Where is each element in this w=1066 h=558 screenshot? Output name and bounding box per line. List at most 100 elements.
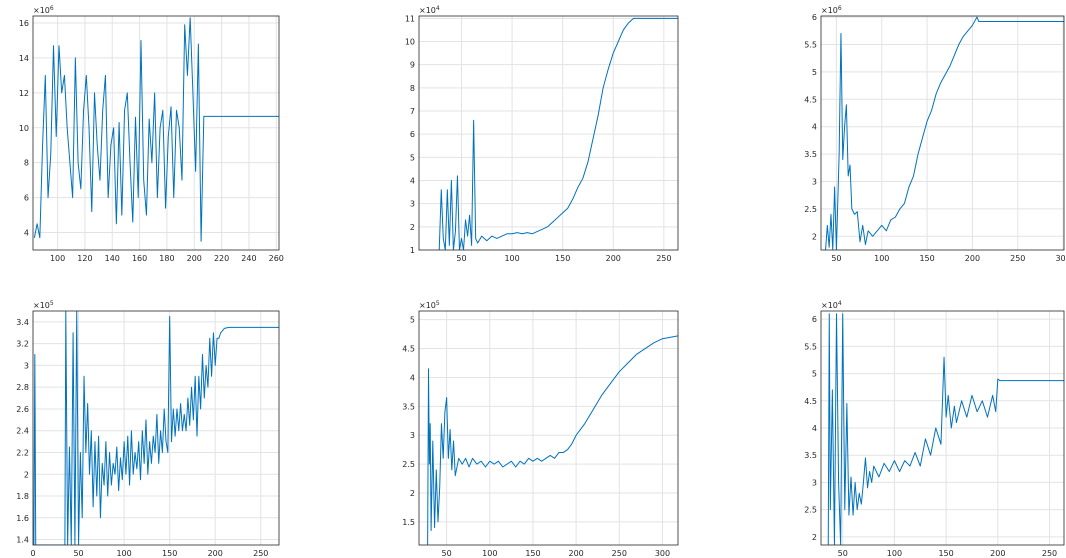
axes-box (418, 15, 679, 251)
y-tick-label: 1 (410, 246, 415, 255)
x-tick-label: 180 (159, 254, 174, 263)
axis-multiplier: ×104 (821, 300, 842, 310)
x-tick-label: 250 (1042, 549, 1057, 558)
x-tick-label: 50 (831, 254, 841, 263)
subplot: 100 120 140 160 180 200 220 240 260 4 6 8 10 12 14 16 ×1… (19, 5, 284, 263)
y-tick-label: 3.5 (402, 402, 415, 411)
y-tick-label: 7 (410, 107, 415, 116)
y-tick-label: 2.6 (16, 405, 29, 414)
x-tick-label: 250 (612, 549, 627, 558)
y-tick-label: 3 (24, 361, 29, 370)
y-tick-label: 4.5 (402, 345, 415, 354)
y-tick-label: 3.2 (16, 340, 29, 349)
y-tick-label: 14 (19, 54, 29, 63)
y-tick-label: 3.4 (16, 318, 29, 327)
x-tick-label: 200 (606, 254, 621, 263)
data-line (33, 17, 279, 242)
data-line (33, 311, 279, 545)
y-tick-label: 2 (410, 223, 415, 232)
x-tick-label: 260 (269, 254, 284, 263)
x-tick-label: 150 (938, 549, 953, 558)
y-tick-label: 4.5 (804, 95, 817, 104)
y-tick-label: 5 (812, 370, 817, 379)
y-tick-label: 1.6 (16, 514, 29, 523)
axes-box (820, 310, 1065, 546)
y-tick-label: 3 (812, 478, 817, 487)
y-tick-label: 3 (812, 177, 817, 186)
y-tick-label: 1.5 (402, 518, 415, 527)
y-tick-label: 2.5 (804, 506, 817, 515)
axes-box (32, 310, 280, 546)
x-tick-label: 150 (525, 549, 540, 558)
subplot: 50 100 150 200 250 1 2 3 4 5 6 7 8 9 10 11 ×104 (405, 5, 679, 263)
y-tick-label: 6 (812, 315, 817, 324)
y-tick-label: 4 (24, 229, 29, 238)
y-tick-label: 3.5 (804, 451, 817, 460)
y-tick-label: 2 (812, 533, 817, 542)
y-tick-label: 6 (24, 194, 29, 203)
x-tick-label: 100 (50, 254, 65, 263)
y-tick-label: 6 (410, 130, 415, 139)
y-tick-label: 5.5 (804, 40, 817, 49)
x-tick-label: 200 (208, 549, 223, 558)
y-tick-label: 9 (410, 61, 415, 70)
x-tick-label: 0 (30, 549, 35, 558)
x-tick-label: 240 (241, 254, 256, 263)
axis-multiplier: ×105 (419, 300, 440, 310)
axis-multiplier: ×106 (821, 5, 842, 15)
y-tick-label: 16 (19, 19, 29, 28)
x-tick-label: 100 (482, 549, 497, 558)
y-tick-label: 4.5 (804, 397, 817, 406)
x-tick-label: 50 (73, 549, 83, 558)
y-tick-label: 4 (812, 424, 817, 433)
y-tick-label: 3 (410, 431, 415, 440)
y-tick-label: 3.5 (804, 150, 817, 159)
data-line (827, 313, 1064, 545)
subplot: 50 100 150 200 250 300 2 2.5 3 3.5 4 4.5 5 5.5 6 ×106 (804, 5, 1066, 263)
y-tick-label: 6 (812, 13, 817, 22)
y-tick-label: 2 (812, 232, 817, 241)
data-line (438, 17, 678, 250)
plot-area (821, 16, 1064, 250)
x-tick-label: 150 (555, 254, 570, 263)
y-tick-label: 5 (812, 68, 817, 77)
y-tick-label: 8 (410, 84, 415, 93)
x-tick-label: 250 (1010, 254, 1025, 263)
x-tick-label: 100 (887, 549, 902, 558)
data-line (825, 16, 1064, 250)
axis-multiplier: ×106 (33, 5, 54, 15)
y-tick-label: 2.2 (16, 448, 29, 457)
y-tick-label: 1.4 (16, 536, 29, 545)
x-tick-label: 300 (1055, 254, 1066, 263)
subplot: 50 100 150 200 250 300 1.5 2 2.5 3 3.5 4 4.5 5 ×105 (402, 300, 679, 558)
plot-area (419, 311, 678, 545)
axis-multiplier: ×104 (419, 5, 440, 15)
x-tick-label: 200 (187, 254, 202, 263)
x-tick-label: 200 (568, 549, 583, 558)
axis-multiplier: ×105 (33, 300, 54, 310)
x-tick-label: 250 (253, 549, 268, 558)
y-tick-label: 5 (410, 153, 415, 162)
y-tick-label: 5 (410, 316, 415, 325)
x-tick-label: 250 (656, 254, 671, 263)
x-tick-label: 150 (919, 254, 934, 263)
y-tick-label: 2.5 (804, 205, 817, 214)
y-tick-label: 10 (19, 124, 29, 133)
y-tick-label: 8 (24, 159, 29, 168)
axes-box (820, 15, 1065, 251)
x-tick-label: 150 (162, 549, 177, 558)
y-tick-label: 4 (410, 373, 415, 382)
x-tick-label: 50 (456, 254, 466, 263)
y-tick-label: 5.5 (804, 342, 817, 351)
axes-box (418, 310, 679, 546)
y-tick-label: 10 (405, 37, 415, 46)
x-tick-label: 300 (655, 549, 670, 558)
y-tick-label: 4 (410, 176, 415, 185)
y-tick-label: 1.8 (16, 492, 29, 501)
y-tick-label: 3 (410, 200, 415, 209)
x-tick-label: 160 (132, 254, 147, 263)
y-tick-label: 4 (812, 123, 817, 132)
y-tick-label: 2.5 (402, 460, 415, 469)
subplot: 50 100 150 200 250 2 2.5 3 3.5 4 4.5 5 5.5 6 ×104 (804, 300, 1065, 558)
